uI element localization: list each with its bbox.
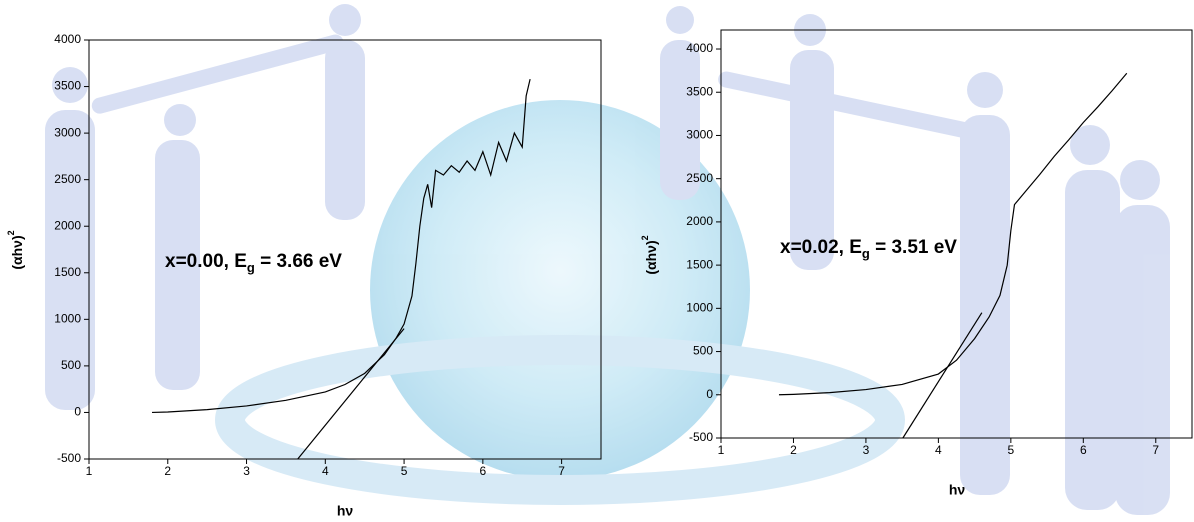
- x-tick-label: 2: [790, 443, 797, 457]
- x-tick-label: 4: [322, 464, 329, 478]
- y-tick-label: 1000: [686, 301, 713, 315]
- y-axis-label-superscript: 2: [640, 235, 650, 240]
- x-tick-label: 3: [243, 464, 250, 478]
- y-tick-label: 2500: [54, 172, 81, 186]
- y-tick-label: 1500: [686, 257, 713, 271]
- y-tick-label: 0: [706, 387, 713, 401]
- y-axis-label-superscript: 2: [6, 230, 16, 235]
- x-tick-label: 1: [718, 443, 725, 457]
- x-tick-label: 6: [1080, 443, 1087, 457]
- annotation-text: = 3.51 eV: [870, 237, 957, 258]
- x-tick-label: 1: [86, 464, 93, 478]
- annotation-subscript: g: [862, 246, 870, 261]
- y-tick-label: 2000: [54, 218, 81, 232]
- y-tick-label: -500: [57, 451, 81, 465]
- x-tick-label: 3: [863, 443, 870, 457]
- x-tick-label: 6: [480, 464, 487, 478]
- y-tick-label: 0: [74, 405, 81, 419]
- y-tick-label: 3000: [54, 125, 81, 139]
- annotation: x=0.02, Eg = 3.51 eV: [780, 237, 957, 261]
- annotation-text: x=0.02, E: [780, 237, 862, 258]
- annotation: x=0.00, Eg = 3.66 eV: [165, 251, 342, 275]
- y-tick-label: 3500: [54, 79, 81, 93]
- page: 1234567-50005001000150020002500300035004…: [0, 0, 1194, 522]
- y-tick-label: 500: [61, 358, 81, 372]
- y-tick-label: 3000: [686, 128, 713, 142]
- x-tick-label: 4: [935, 443, 942, 457]
- annotation-text: x=0.00, E: [165, 251, 247, 272]
- annotation-text: = 3.66 eV: [255, 251, 342, 272]
- y-tick-label: 2000: [686, 214, 713, 228]
- y-tick-label: 4000: [54, 32, 81, 46]
- y-tick-label: 500: [693, 344, 713, 358]
- x-tick-label: 2: [164, 464, 171, 478]
- annotation-subscript: g: [247, 260, 255, 275]
- y-tick-label: 4000: [686, 41, 713, 55]
- y-tick-label: 1500: [54, 265, 81, 279]
- y-tick-label: 3500: [686, 84, 713, 98]
- y-axis-label: (αhν)2: [6, 230, 24, 269]
- x-tick-label: 5: [1008, 443, 1015, 457]
- figure: 1234567-50005001000150020002500300035004…: [0, 0, 1194, 522]
- x-axis-label: hν: [949, 482, 966, 498]
- y-axis-label-text: (αhν): [9, 235, 25, 269]
- y-axis-label: (αhν)2: [640, 235, 658, 274]
- y-axis-label-text: (αhν): [643, 240, 659, 274]
- y-tick-label: -500: [689, 430, 713, 444]
- x-tick-label: 7: [1152, 443, 1159, 457]
- y-tick-label: 1000: [54, 312, 81, 326]
- x-axis-label: hν: [337, 503, 354, 519]
- x-tick-label: 5: [401, 464, 408, 478]
- x-tick-label: 7: [558, 464, 565, 478]
- y-tick-label: 2500: [686, 171, 713, 185]
